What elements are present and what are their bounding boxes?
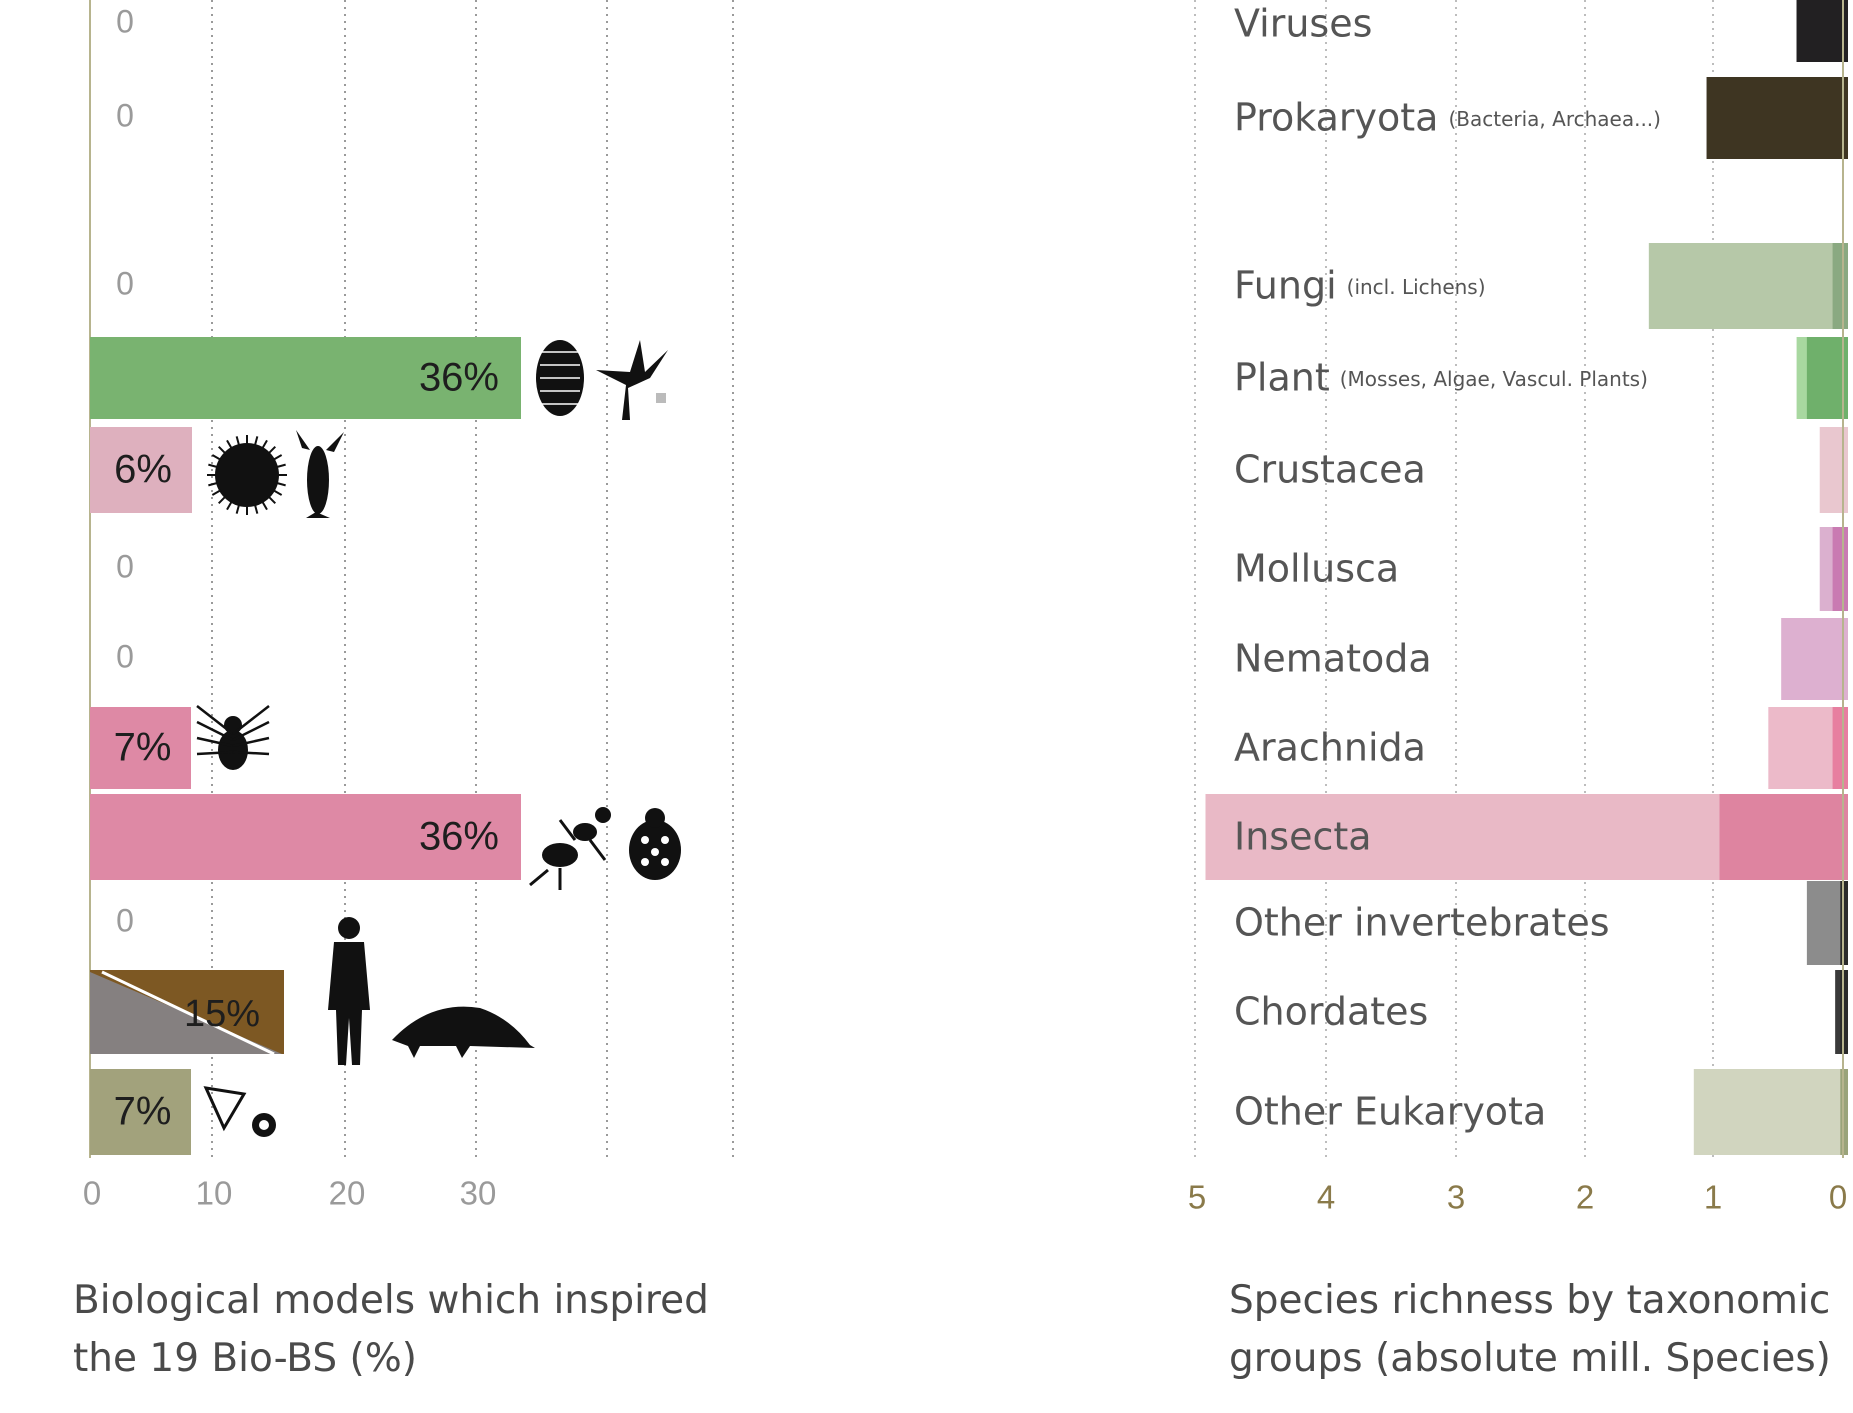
diatom-icon [203, 1086, 247, 1132]
left-bar-fungi-zero-label: 0 [116, 265, 134, 301]
right-category-note: (Mosses, Algae, Vascul. Plants) [1340, 367, 1648, 391]
right-x-tick-label: 0 [1829, 1179, 1847, 1216]
left-bar-mollusca-zero-label: 0 [116, 548, 134, 584]
right-bar-plant-described [1806, 337, 1848, 419]
right-category-note: (Bacteria, Archaea...) [1448, 107, 1661, 131]
pangolin-icon [392, 1006, 535, 1058]
right-x-tick-label: 5 [1188, 1179, 1206, 1216]
left-bar-chordates-divider [101, 970, 275, 1056]
ant-icon [529, 807, 611, 890]
right-category-label-other-invertebrates: Other invertebrates [1234, 901, 1610, 945]
left-x-tick-label: 10 [196, 1175, 233, 1212]
right-bar-nematoda-estimated [1781, 618, 1848, 700]
human-icon [328, 917, 370, 1065]
right-bar-chordates-described [1840, 970, 1848, 1054]
right-chart: Viruses Prokaryota (Bacteria, Archaea...) F… [1188, 0, 1848, 1216]
right-category-label-nematoda: Nematoda [1234, 637, 1432, 681]
left-bar-other-invertebrates-zero-label: 0 [116, 902, 134, 938]
right-bar-prokaryota-described [1706, 77, 1848, 159]
right-bar-other-eukaryota-described [1840, 1069, 1848, 1155]
right-category-label-chordates: Chordates [1234, 990, 1428, 1034]
left-bar-plant-label: 36% [419, 356, 499, 400]
right-bar-fungi-described [1832, 243, 1848, 329]
right-bar-insecta-described [1719, 794, 1848, 880]
right-category-label-mollusca: Mollusca [1234, 547, 1399, 591]
left-x-tick-label: 0 [83, 1175, 101, 1212]
right-bar-other-invertebrates-described [1840, 881, 1848, 965]
left-bar-insecta [90, 794, 521, 880]
left-bar-crustacea [90, 427, 192, 513]
left-bar-chordates-label: 15% [184, 993, 260, 1035]
left-bar-other-eukaryota [90, 1069, 191, 1155]
right-chart-title: Species richness by taxonomic groups (ab… [1229, 1278, 1831, 1381]
sea-urchin-icon [207, 435, 287, 515]
right-bar-other-eukaryota-estimated [1693, 1069, 1848, 1155]
left-bar-arachnida-label: 7% [114, 726, 172, 770]
right-category-label-prokaryota: Prokaryota (Bacteria, Archaea...) [1234, 96, 1661, 140]
right-category-label-insecta: Insecta [1234, 815, 1372, 859]
right-bar-mollusca-described [1832, 527, 1848, 611]
left-x-tick-label: 30 [460, 1175, 497, 1212]
left-chart-title: Biological models which inspired the 19 … [73, 1278, 709, 1381]
pine-cone-icon [536, 340, 584, 416]
left-bar-other-eukaryota-label: 7% [114, 1090, 172, 1134]
chart-canvas: 0 10 20 3000036%6%007%36%015%7%VirusesProka… [83, 0, 1848, 1216]
right-category-label-crustacea: Crustacea [1234, 448, 1426, 492]
spider-icon [196, 705, 270, 770]
ladybug-icon [629, 808, 681, 880]
left-bar-plant [90, 337, 521, 419]
left-bar-crustacea-label: 6% [114, 448, 172, 492]
right-bar-arachnida-described [1832, 707, 1848, 789]
right-category-note: (incl. Lichens) [1347, 275, 1486, 299]
left-bar-viruses-zero-label: 0 [116, 3, 134, 39]
left-bar-prokaryota-zero-label: 0 [116, 97, 134, 133]
right-bar-viruses-described [1796, 0, 1848, 62]
right-x-tick-label: 3 [1447, 1179, 1465, 1216]
left-bar-insecta-label: 36% [419, 815, 499, 859]
right-x-tick-label: 2 [1576, 1179, 1594, 1216]
left-chart: 0 10 20 30 0 0 0 36% 6% 0 0 7% 36% 0 15% 7% [83, 0, 734, 1212]
radiolarian-icon [252, 1113, 276, 1137]
right-category-label-other-eukaryota: Other Eukaryota [1234, 1090, 1546, 1134]
left-bar-arachnida [90, 707, 191, 789]
right-category-label-arachnida: Arachnida [1234, 726, 1426, 770]
right-category-label-viruses: Viruses [1234, 2, 1372, 46]
right-x-tick-label: 1 [1704, 1179, 1722, 1216]
lobster-icon [296, 430, 344, 518]
right-category-label-fungi: Fungi (incl. Lichens) [1234, 264, 1486, 308]
right-bar-fungi-estimated [1648, 243, 1848, 329]
right-bar-crustacea-described [1841, 427, 1848, 513]
left-x-tick-label: 20 [329, 1175, 366, 1212]
right-x-tick-label: 4 [1317, 1179, 1335, 1216]
left-bar-nematoda-zero-label: 0 [116, 638, 134, 674]
bird-of-paradise-flower-icon [596, 340, 668, 420]
